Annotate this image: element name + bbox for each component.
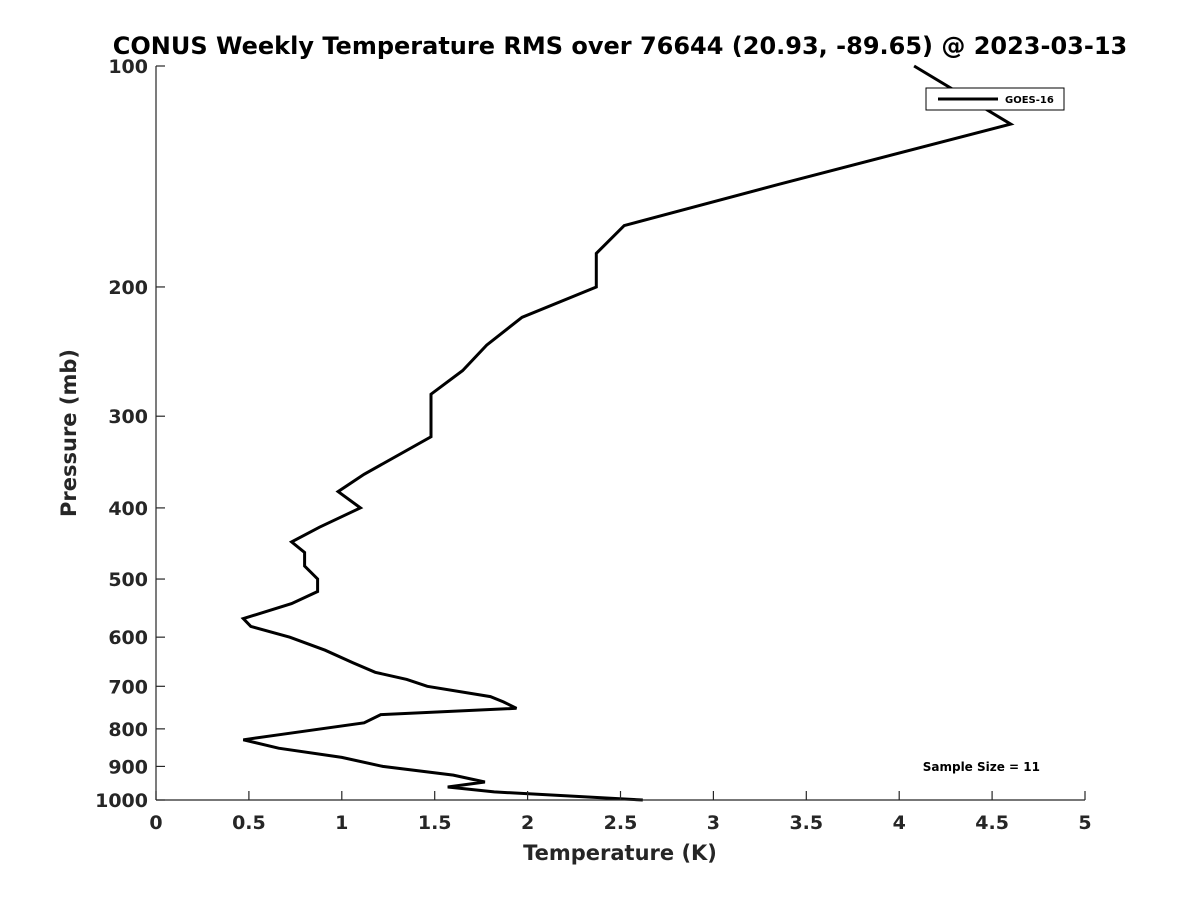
y-tick-label: 600 <box>108 627 148 649</box>
x-axis: 0 0.5 1 1.5 2 2.5 3 3.5 4 4.5 5 <box>149 791 1092 834</box>
x-tick-label: 1.5 <box>418 812 452 834</box>
y-tick-label: 400 <box>108 498 148 520</box>
legend-label: GOES-16 <box>1005 95 1054 106</box>
x-tick-label: 0.5 <box>232 812 266 834</box>
sample-size-annotation: Sample Size = 11 <box>923 760 1040 774</box>
x-tick-label: 0 <box>149 812 162 834</box>
x-tick-label: 4.5 <box>975 812 1009 834</box>
x-tick-label: 3 <box>707 812 720 834</box>
x-tick-label: 1 <box>335 812 348 834</box>
x-tick-label: 2.5 <box>604 812 638 834</box>
y-tick-label: 300 <box>108 406 148 428</box>
plot-area <box>240 64 1015 802</box>
x-tick-label: 4 <box>893 812 906 834</box>
x-tick-label: 5 <box>1078 812 1091 834</box>
y-tick-label: 900 <box>108 756 148 778</box>
y-tick-label: 100 <box>108 56 148 78</box>
y-tick-label: 500 <box>108 569 148 591</box>
y-axis: 100 200 300 400 500 600 700 800 900 1000 <box>95 56 165 812</box>
y-tick-label: 1000 <box>95 790 148 812</box>
y-axis-label: Pressure (mb) <box>57 349 81 517</box>
chart-title: CONUS Weekly Temperature RMS over 76644 … <box>113 32 1127 60</box>
legend: GOES-16 <box>925 87 1065 111</box>
x-tick-label: 3.5 <box>789 812 823 834</box>
series-line-goes-16 <box>240 64 1015 802</box>
x-axis-label: Temperature (K) <box>523 841 717 865</box>
y-tick-label: 700 <box>108 676 148 698</box>
y-tick-label: 200 <box>108 277 148 299</box>
y-tick-label: 800 <box>108 719 148 741</box>
x-tick-label: 2 <box>521 812 534 834</box>
